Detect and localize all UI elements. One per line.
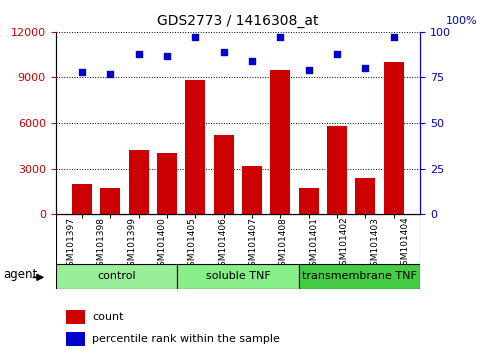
Bar xyxy=(67,332,85,346)
Bar xyxy=(157,153,177,214)
Point xyxy=(361,65,369,71)
Text: soluble TNF: soluble TNF xyxy=(205,271,270,281)
Bar xyxy=(67,310,85,324)
Bar xyxy=(299,188,319,214)
Text: GSM101400: GSM101400 xyxy=(157,217,167,272)
Text: GSM101401: GSM101401 xyxy=(309,217,318,272)
Title: GDS2773 / 1416308_at: GDS2773 / 1416308_at xyxy=(157,14,319,28)
Text: GSM101398: GSM101398 xyxy=(97,217,106,272)
Point xyxy=(220,49,227,55)
Point xyxy=(305,67,313,73)
Bar xyxy=(384,62,404,214)
Bar xyxy=(185,80,205,214)
Point xyxy=(163,53,171,58)
Bar xyxy=(177,264,298,289)
Text: GSM101399: GSM101399 xyxy=(127,217,136,272)
Text: GSM101406: GSM101406 xyxy=(218,217,227,272)
Text: count: count xyxy=(92,312,124,322)
Bar xyxy=(100,188,120,214)
Text: GSM101403: GSM101403 xyxy=(370,217,379,272)
Text: GSM101397: GSM101397 xyxy=(66,217,75,272)
Point xyxy=(276,34,284,40)
Text: GSM101407: GSM101407 xyxy=(249,217,257,272)
Text: percentile rank within the sample: percentile rank within the sample xyxy=(92,334,280,344)
Text: transmembrane TNF: transmembrane TNF xyxy=(302,271,417,281)
Bar xyxy=(355,178,375,214)
Text: control: control xyxy=(97,271,136,281)
Bar xyxy=(270,70,290,214)
Point xyxy=(107,71,114,76)
Bar xyxy=(327,126,347,214)
Bar xyxy=(242,166,262,214)
Text: GSM101408: GSM101408 xyxy=(279,217,288,272)
Point xyxy=(192,34,199,40)
Text: GSM101404: GSM101404 xyxy=(400,217,410,272)
Bar xyxy=(298,264,420,289)
Point xyxy=(333,51,341,57)
Text: GSM101402: GSM101402 xyxy=(340,217,349,272)
Text: 100%: 100% xyxy=(446,16,477,27)
Bar xyxy=(72,184,92,214)
Point xyxy=(248,58,256,64)
Text: agent: agent xyxy=(3,268,37,281)
Point xyxy=(135,51,142,57)
Bar xyxy=(56,264,177,289)
Text: GSM101405: GSM101405 xyxy=(188,217,197,272)
Bar xyxy=(214,135,234,214)
Point xyxy=(390,34,398,40)
Bar xyxy=(129,150,149,214)
Point xyxy=(78,69,86,75)
